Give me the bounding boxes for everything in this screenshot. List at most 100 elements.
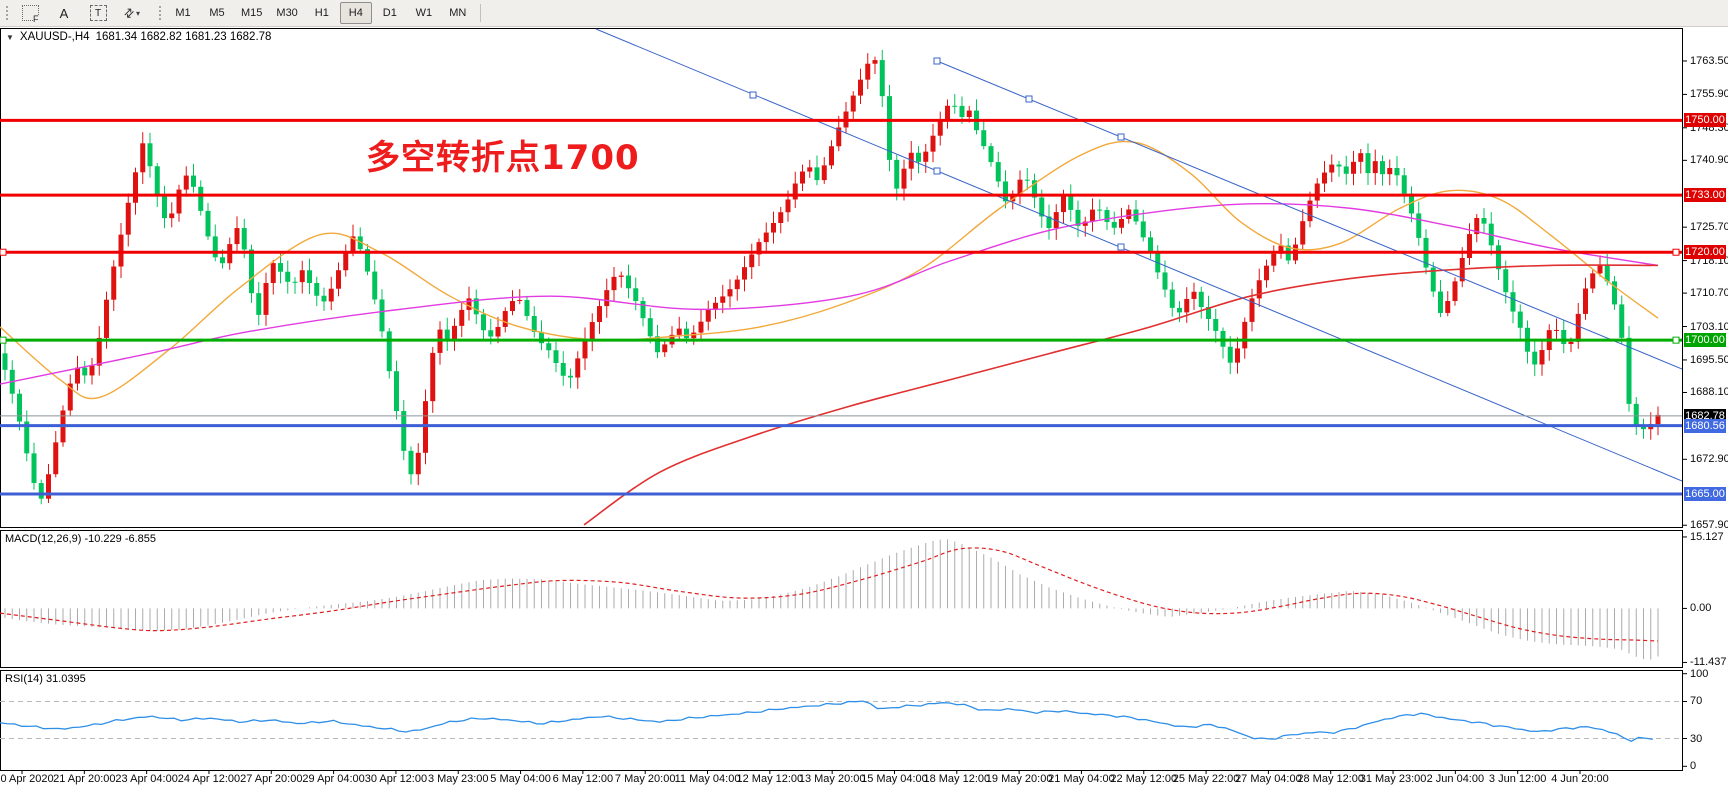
- chart-pane[interactable]: [0, 670, 1683, 771]
- price-tick-1703.1: 1703.10: [1690, 320, 1728, 333]
- toolbar: F A T ⇄ ▾ M1 M5 M15 M30 H1 H4 D1 W1 MN: [0, 0, 1728, 27]
- time-label: 7 May 20:00: [614, 773, 676, 785]
- time-label: 11 May 04:00: [674, 773, 741, 785]
- time-label: 12 May 12:00: [736, 773, 804, 785]
- rsi-tick-100: 100: [1690, 667, 1709, 680]
- time-label: 24 Apr 12:00: [177, 773, 241, 785]
- timeframe-button-m5[interactable]: M5: [209, 7, 225, 19]
- toolbar-separator: [479, 4, 481, 22]
- time-label: 19 May 20:00: [985, 773, 1053, 785]
- ohlc-values: 1681.34 1682.82 1681.23 1682.78: [95, 31, 272, 43]
- timeframe-button-m15[interactable]: M15: [241, 7, 263, 19]
- trendline-handle[interactable]: [933, 57, 941, 65]
- timeframe-button-d1[interactable]: D1: [382, 7, 397, 19]
- rsi-line: [0, 700, 1654, 742]
- hline-handle[interactable]: [1672, 336, 1680, 344]
- timeframe-button-m1[interactable]: M1: [175, 7, 191, 19]
- rsi-tick-0: 0: [1690, 760, 1697, 773]
- time-label: 22 May 12:00: [1110, 773, 1178, 785]
- ma-magenta: [0, 202, 1659, 385]
- chart-title: ▼ XAUUSD-,H4 1681.34 1682.82 1681.23 168…: [6, 31, 271, 43]
- time-label: 27 May 04:00: [1235, 773, 1302, 785]
- rsi-indicator-label: RSI(14) 31.0395: [5, 673, 86, 685]
- trendline-handle[interactable]: [1025, 95, 1033, 103]
- timeframe-button-h1[interactable]: H1: [314, 7, 329, 19]
- time-label: 3 May 23:00: [427, 773, 489, 785]
- price-badge-1680.56: 1680.56: [1684, 418, 1726, 433]
- time-label: 23 Apr 04:00: [115, 773, 178, 785]
- text-annotation-icon: A: [59, 5, 69, 21]
- toolbar-grip[interactable]: [4, 4, 9, 22]
- time-label: 25 May 22:00: [1172, 773, 1240, 785]
- trendline-2[interactable]: [936, 60, 1682, 370]
- time-label: 18 May 12:00: [923, 773, 991, 785]
- ma-red: [583, 264, 1659, 526]
- trendline-handle[interactable]: [1117, 243, 1125, 251]
- price-badge-1733.00: 1733.00: [1684, 188, 1726, 203]
- price-tick-1725.7: 1725.70: [1690, 221, 1728, 234]
- trendline-handle[interactable]: [1117, 133, 1125, 141]
- time-label: 30 Apr 12:00: [364, 773, 428, 785]
- price-tick-1763.5: 1763.50: [1690, 54, 1728, 67]
- macd-tick--11.437: -11.437: [1690, 656, 1727, 669]
- time-label: 5 May 04:00: [490, 773, 551, 785]
- hline-handle[interactable]: [0, 248, 7, 256]
- macd-tick-0.00: 0.00: [1690, 602, 1712, 615]
- arrow-objects-button[interactable]: ⇄ ▾: [116, 2, 148, 24]
- symbol-dropdown-icon[interactable]: ▼: [6, 32, 14, 42]
- timeframe-button-mn[interactable]: MN: [449, 7, 467, 19]
- time-label: 13 May 20:00: [798, 773, 866, 785]
- price-badge-1665.00: 1665.00: [1684, 487, 1726, 502]
- timeframe-button-w1[interactable]: W1: [415, 7, 433, 19]
- rsi-tick-30: 30: [1690, 732, 1703, 745]
- chart-text-annotation[interactable]: 多空转折点1700: [366, 138, 640, 178]
- macd-indicator-label: MACD(12,26,9) -10.229 -6.855: [5, 533, 157, 545]
- price-tick-1740.9: 1740.90: [1690, 154, 1728, 167]
- timeframe-toolbar: M1 M5 M15 M30 H1 H4 D1 W1 MN: [166, 2, 475, 24]
- chart-pane[interactable]: [0, 530, 1683, 668]
- time-label: 31 May 23:00: [1359, 773, 1427, 785]
- text-annotation-button[interactable]: A: [48, 2, 80, 24]
- trendline-1[interactable]: [595, 28, 1682, 482]
- time-label: 21 May 04:00: [1048, 773, 1115, 785]
- trendline-handle[interactable]: [933, 167, 941, 175]
- trendline-handle[interactable]: [749, 91, 757, 99]
- price-badge-1700.00: 1700.00: [1684, 333, 1726, 348]
- hline-handle[interactable]: [0, 336, 7, 344]
- ma-orange: [0, 140, 1659, 400]
- timeframe-button-h4[interactable]: H4: [339, 2, 372, 24]
- macd-tick-15.127: 15.127: [1690, 530, 1724, 543]
- price-tick-1710.7: 1710.70: [1690, 287, 1728, 300]
- price-tick-1755.9: 1755.90: [1690, 88, 1728, 101]
- time-label: 20 Apr 2020: [0, 773, 54, 785]
- time-label: 2 Jun 04:00: [1426, 773, 1485, 785]
- time-label: 3 Jun 12:00: [1488, 773, 1547, 785]
- timeframe-button-m30[interactable]: M30: [276, 7, 298, 19]
- time-label: 15 May 04:00: [861, 773, 928, 785]
- dotted-frame-f-icon: F: [21, 5, 39, 24]
- time-label: 29 Apr 04:00: [302, 773, 365, 785]
- symbol-timeframe-label: XAUUSD-,H4: [19, 31, 90, 43]
- price-tick-1657.9: 1657.90: [1690, 519, 1728, 532]
- dotted-frame-f-button[interactable]: F: [14, 2, 46, 24]
- price-tick-1695.5: 1695.50: [1690, 353, 1728, 366]
- time-label: 21 Apr 20:00: [53, 773, 116, 785]
- price-tick-1688.1: 1688.10: [1690, 386, 1728, 399]
- price-badge-1750.00: 1750.00: [1684, 113, 1726, 128]
- time-label: 6 May 12:00: [552, 773, 614, 785]
- time-label: 28 May 12:00: [1297, 773, 1365, 785]
- toolbar-grip-2[interactable]: [157, 4, 162, 22]
- time-label: 27 Apr 20:00: [240, 773, 303, 785]
- price-tick-1672.9: 1672.90: [1690, 453, 1728, 466]
- text-label-button[interactable]: T: [82, 2, 114, 24]
- hline-handle[interactable]: [1672, 248, 1680, 256]
- dropdown-caret-icon: ▾: [136, 8, 141, 18]
- text-label-icon: T: [89, 5, 107, 21]
- time-label: 4 Jun 20:00: [1551, 773, 1609, 785]
- price-badge-1720.00: 1720.00: [1684, 245, 1726, 260]
- macd-histogram: [4, 539, 1659, 660]
- rsi-tick-70: 70: [1690, 695, 1703, 708]
- arrow-objects-icon: ⇄: [120, 4, 138, 22]
